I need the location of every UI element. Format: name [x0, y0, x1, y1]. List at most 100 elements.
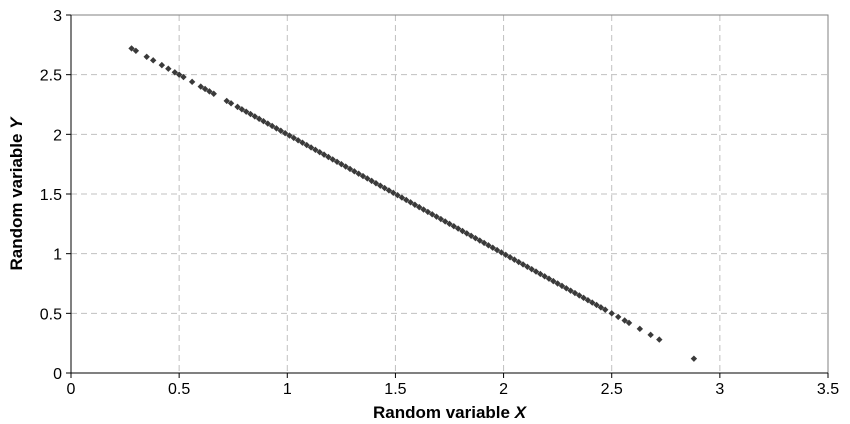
data-point — [446, 220, 453, 228]
data-point — [528, 265, 535, 273]
data-point — [359, 172, 367, 180]
axes — [66, 14, 829, 378]
data-point — [467, 232, 475, 239]
data-point — [223, 97, 230, 105]
data-point — [593, 301, 600, 309]
data-point — [255, 115, 263, 123]
data-point — [489, 244, 496, 251]
y-tick-label: 2 — [53, 127, 62, 144]
data-point — [420, 206, 427, 213]
data-point — [519, 261, 527, 268]
x-tick-label: 3 — [715, 381, 724, 398]
data-point — [143, 53, 150, 60]
data-point — [485, 242, 492, 249]
data-point — [290, 134, 297, 142]
y-tick-label: 0 — [53, 366, 62, 383]
data-point — [372, 180, 380, 187]
data-point — [175, 71, 183, 78]
data-point — [171, 69, 179, 76]
data-point — [459, 227, 466, 235]
data-point — [524, 263, 531, 270]
data-point — [281, 129, 289, 137]
data-point — [368, 177, 375, 185]
data-point — [625, 319, 633, 327]
data-point — [584, 297, 592, 304]
data-point — [656, 336, 663, 343]
data-point — [273, 125, 280, 132]
data-point — [424, 208, 432, 216]
data-point — [329, 156, 336, 163]
data-point — [498, 249, 505, 256]
x-tick-label: 1 — [283, 381, 292, 398]
grid — [71, 15, 828, 373]
x-tick-label: 3.5 — [817, 381, 839, 398]
data-point — [277, 127, 284, 134]
data-point — [132, 47, 140, 54]
data-point — [355, 170, 362, 177]
data-point — [320, 151, 328, 158]
data-point — [567, 287, 574, 294]
data-point — [333, 158, 341, 165]
data-point — [502, 251, 509, 259]
data-point — [576, 292, 583, 299]
y-tick-label: 1 — [53, 247, 62, 264]
data-point — [647, 331, 654, 339]
data-point — [558, 282, 566, 290]
data-point — [589, 299, 596, 306]
data-point — [381, 184, 388, 192]
data-point — [621, 317, 628, 324]
data-point — [390, 189, 397, 197]
data-point — [227, 100, 235, 107]
data-point — [385, 187, 393, 194]
tick-labels: 0 0.5 1 1.5 2 2.5 3 3.5 0 0.5 1 1.5 2 2.5 3 — [40, 8, 839, 398]
data-point — [197, 83, 204, 90]
data-point — [441, 218, 449, 225]
data-point — [264, 120, 272, 127]
y-tick-label: 0.5 — [40, 306, 62, 323]
data-point — [316, 149, 323, 156]
data-point — [268, 122, 276, 130]
data-point — [437, 215, 445, 223]
data-points — [128, 45, 698, 362]
data-point — [180, 73, 187, 81]
data-point — [541, 273, 548, 280]
data-point — [690, 355, 698, 362]
data-point — [545, 275, 553, 282]
y-tick-label: 3 — [53, 8, 62, 25]
x-tick-label: 0.5 — [168, 381, 190, 398]
data-point — [493, 246, 501, 254]
data-point — [286, 132, 293, 139]
data-point — [580, 294, 587, 302]
data-point — [532, 268, 540, 275]
data-point — [346, 165, 354, 173]
data-point — [480, 239, 488, 247]
data-point — [636, 325, 644, 333]
data-point — [338, 160, 345, 168]
data-point — [242, 108, 250, 115]
data-point — [149, 57, 157, 64]
data-point — [463, 230, 471, 237]
data-point — [201, 85, 209, 93]
data-point — [571, 289, 579, 297]
data-point — [597, 304, 605, 311]
data-point — [364, 175, 371, 182]
data-point — [312, 146, 319, 154]
data-point — [398, 194, 406, 201]
data-point — [537, 270, 544, 278]
y-tick-label: 2.5 — [40, 68, 62, 85]
data-point — [416, 203, 423, 211]
data-point — [450, 223, 458, 230]
x-tick-label: 2.5 — [601, 381, 623, 398]
y-axis-title: Random variable Y — [7, 116, 26, 271]
data-point — [299, 139, 306, 146]
data-point — [260, 118, 267, 125]
data-point — [433, 213, 440, 220]
y-tick-label: 1.5 — [40, 187, 62, 204]
data-point — [377, 182, 384, 189]
data-point — [158, 61, 166, 69]
x-tick-label: 2 — [499, 381, 508, 398]
data-point — [251, 113, 259, 120]
data-point — [608, 310, 615, 317]
data-point — [615, 313, 622, 321]
